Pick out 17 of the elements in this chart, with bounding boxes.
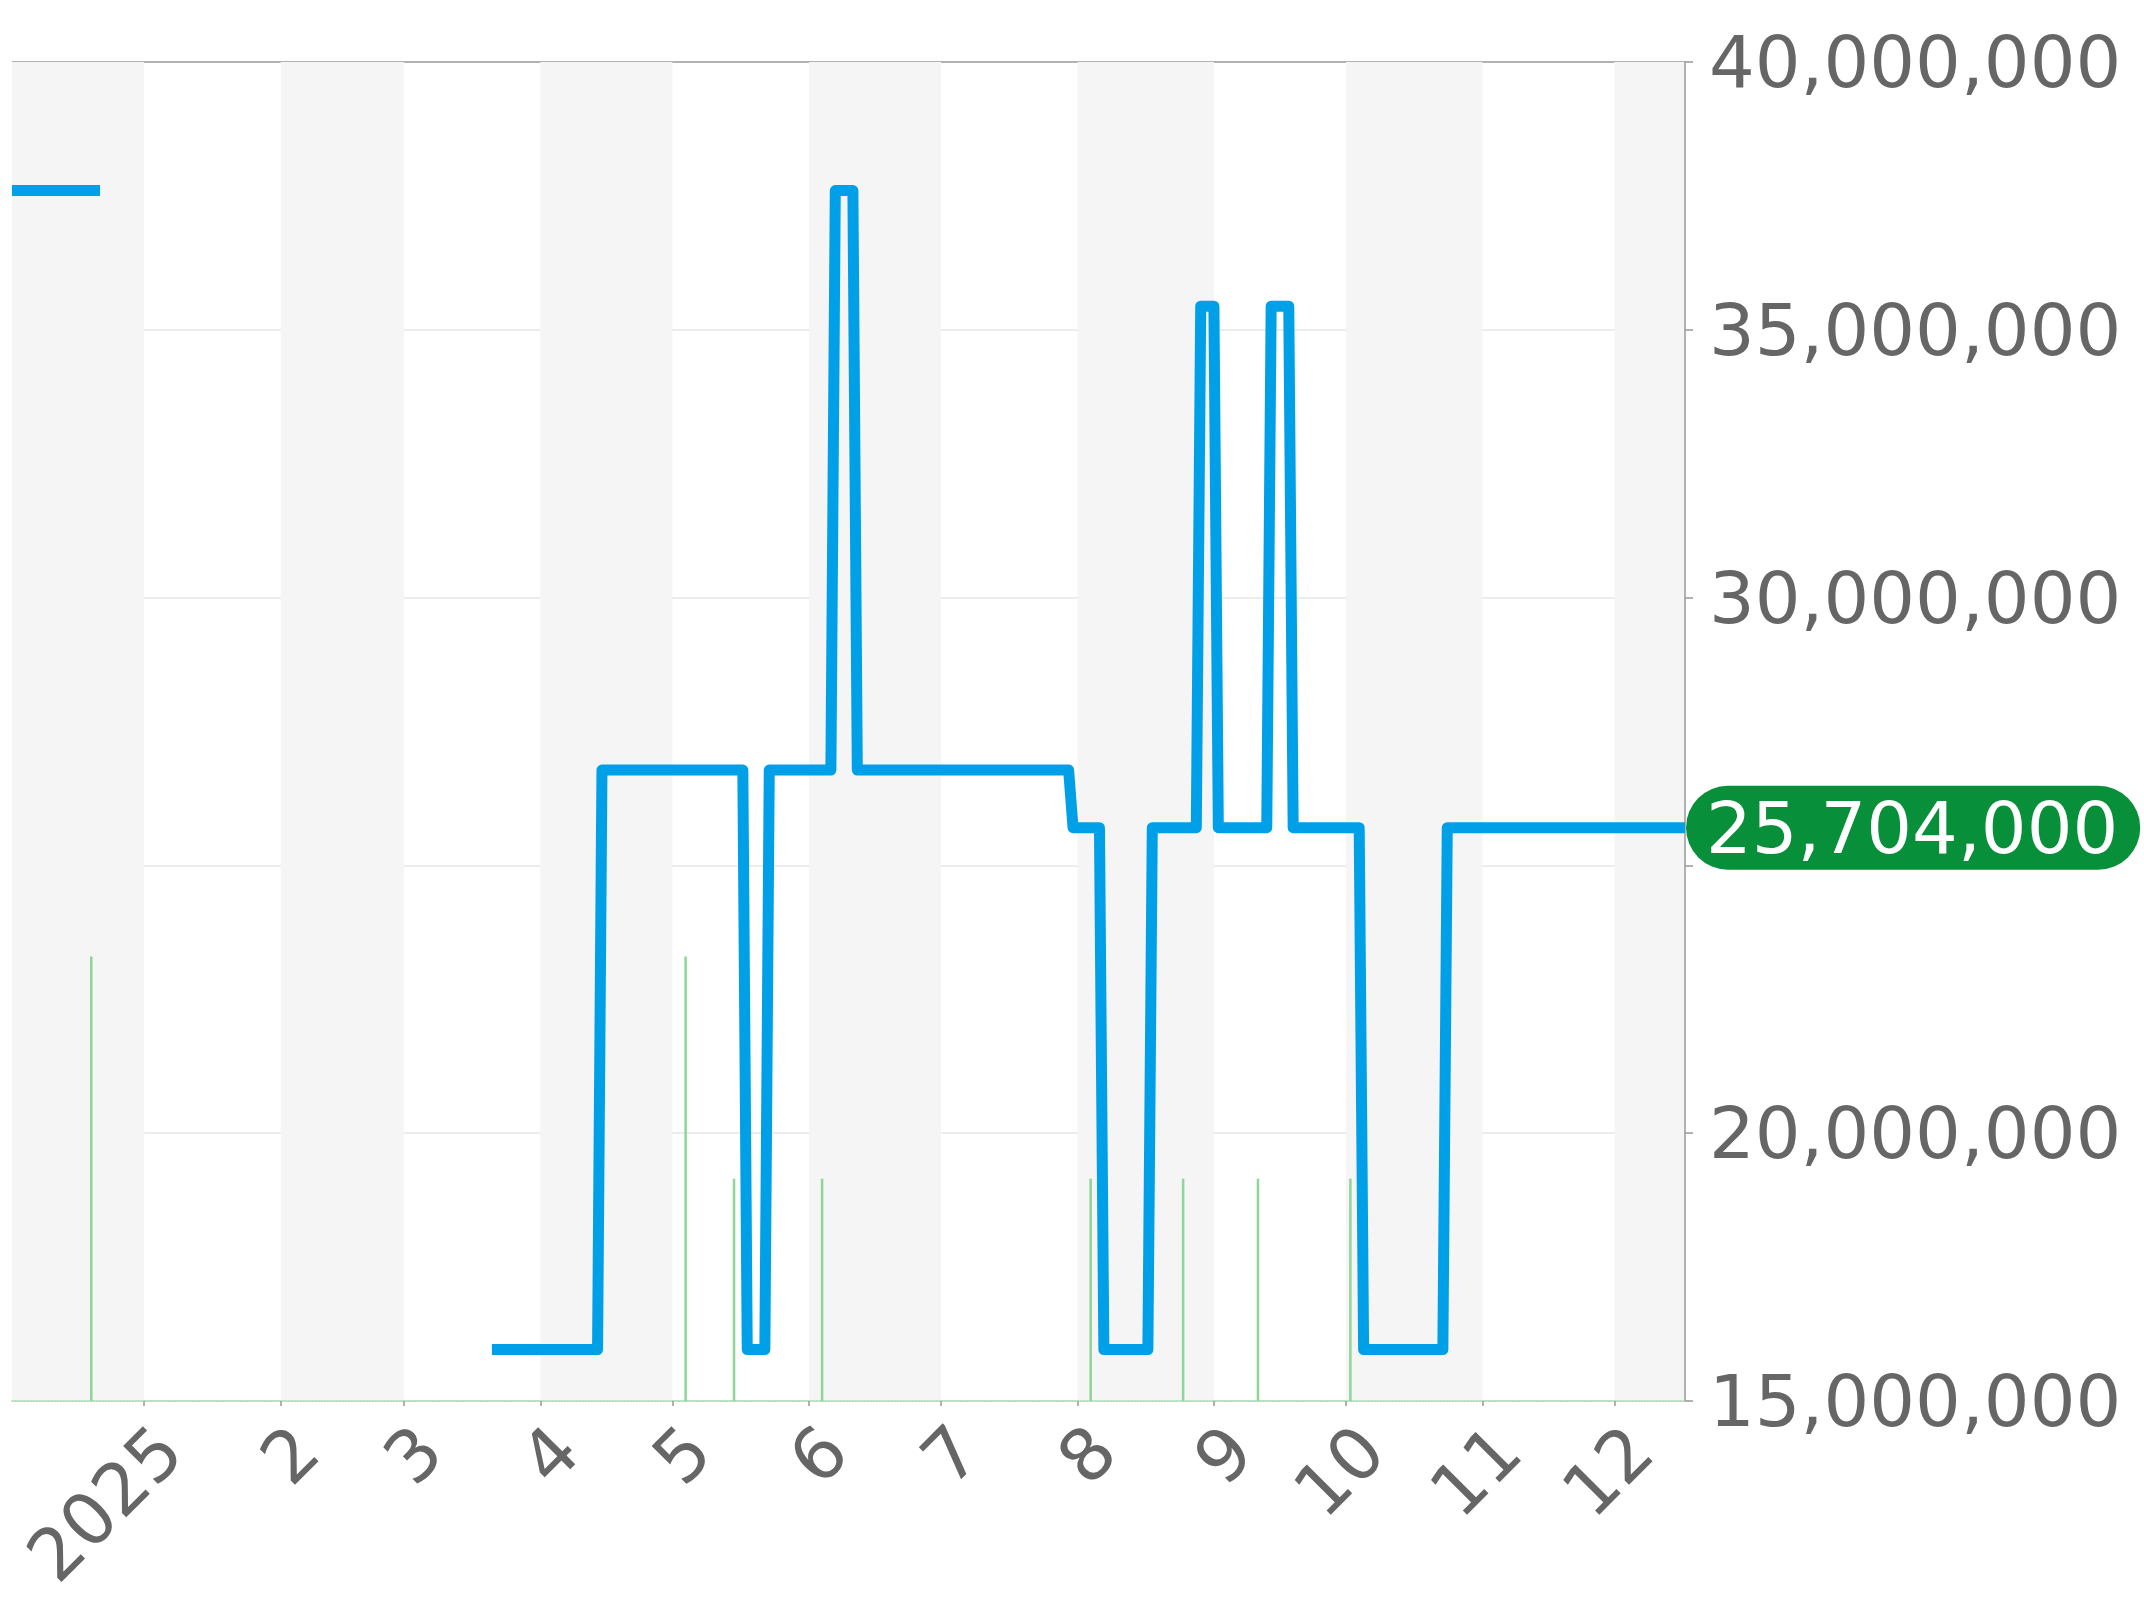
y-tick-label: 20,000,000	[1709, 1091, 2122, 1176]
y-tick-label: 40,000,000	[1709, 20, 2122, 104]
x-tick-label: 8	[1040, 1408, 1133, 1501]
x-tick-label: 11	[1413, 1408, 1538, 1533]
x-tick-label: 7	[904, 1408, 997, 1501]
x-tick-label: 4	[503, 1408, 596, 1501]
x-tick-label: 5	[635, 1408, 728, 1501]
x-tick-label: 6	[772, 1408, 865, 1501]
x-tick-label: 3	[367, 1408, 459, 1501]
annotation: 25,704,000	[1706, 785, 2119, 870]
y-tick-label: 30,000,000	[1709, 555, 2122, 640]
y-tick-label: 35,000,000	[1709, 287, 2122, 372]
y-tick-label: 15,000,000	[1709, 1359, 2122, 1443]
x-tick-label: 2	[243, 1408, 336, 1501]
x-tick-label: 10	[1277, 1408, 1402, 1533]
x-tick-label: 9	[1177, 1408, 1270, 1501]
x-tick-label: 12	[1545, 1408, 1670, 1533]
